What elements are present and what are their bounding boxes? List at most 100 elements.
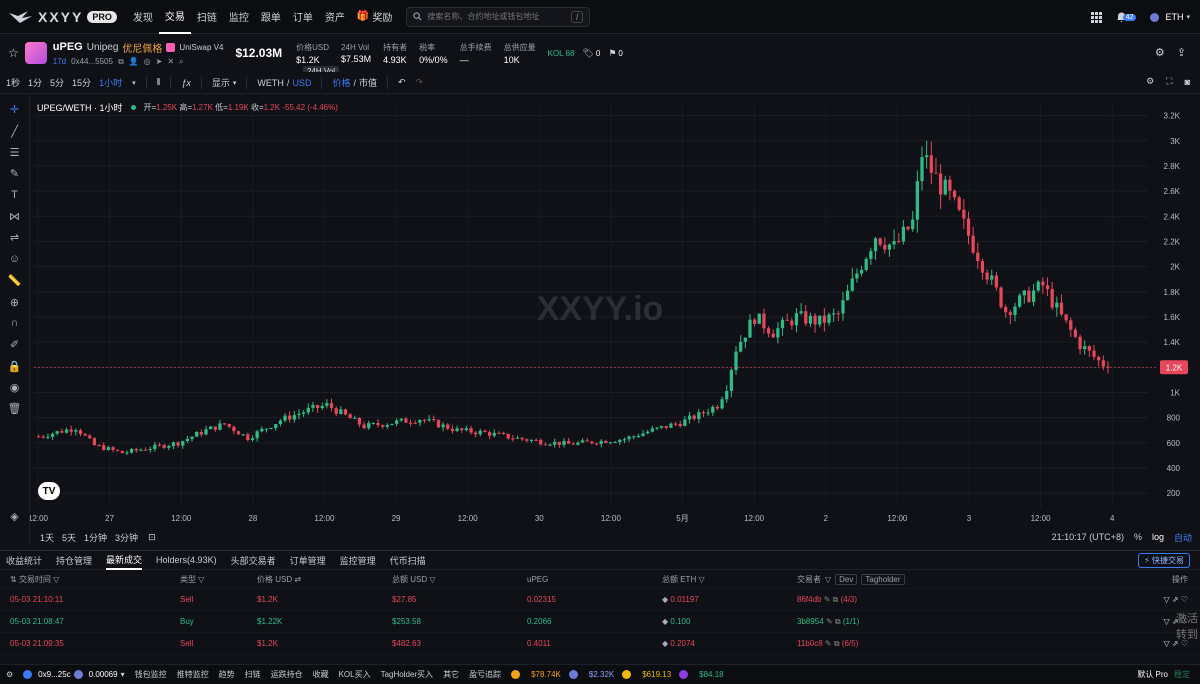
magnet-icon[interactable]: ∩: [10, 317, 19, 330]
search-small-icon[interactable]: ⌕: [179, 56, 184, 66]
calendar-icon[interactable]: ⊡: [148, 531, 156, 542]
kol-badge[interactable]: KOL 68: [547, 48, 575, 58]
brand-logo[interactable]: XXYY PRO: [8, 9, 117, 25]
chevron-down-icon[interactable]: ▾: [132, 79, 136, 87]
panel-tab[interactable]: 头部交易者: [230, 555, 276, 566]
range-option[interactable]: 1分钟: [84, 532, 108, 543]
panel-tab[interactable]: 收益统计: [6, 555, 43, 566]
edit-icon[interactable]: ✎: [823, 594, 831, 604]
indicator-icon[interactable]: ƒx: [181, 77, 191, 88]
wallet-selector[interactable]: 0x9...25c 0.00069 ▾: [23, 670, 125, 679]
measure-lines-icon[interactable]: ⇌: [9, 232, 20, 245]
chart-settings-icon[interactable]: ⚙: [1146, 76, 1155, 86]
filter-icon[interactable]: ▽: [825, 575, 832, 584]
telegram-icon[interactable]: ➤: [155, 57, 163, 66]
ruler-icon[interactable]: 📏: [7, 275, 22, 288]
nav-item[interactable]: 发现: [127, 0, 159, 34]
interval-option[interactable]: 1分: [28, 78, 43, 88]
auto-toggle[interactable]: 自动: [1173, 532, 1192, 543]
range-option[interactable]: 5天: [62, 532, 77, 543]
horizontal-lines-icon[interactable]: ☰: [9, 146, 20, 159]
chain-selector[interactable]: ETH ▾: [1150, 12, 1190, 22]
mode-toggle[interactable]: 价格 / 市值: [332, 76, 377, 89]
interval-option[interactable]: 15分: [72, 78, 92, 88]
nav-item[interactable]: 资产: [319, 0, 351, 34]
table-row[interactable]: 05-03 21:08:47 Buy $1.22K $253.58 0.2066 ◆ 0.…: [0, 611, 1200, 633]
cell-trader[interactable]: 3b8954 ✎ ⧉ (1/1): [797, 617, 1097, 627]
heart-icon[interactable]: ♡: [1180, 639, 1188, 648]
status-item[interactable]: KOL买入: [338, 670, 371, 679]
copy-icon[interactable]: ⧉: [832, 594, 839, 604]
display-menu[interactable]: 显示 ▾: [212, 76, 237, 89]
copy-icon[interactable]: ⧉: [117, 56, 124, 66]
layers-icon[interactable]: ◈: [10, 511, 19, 524]
share-icon[interactable]: ⇪: [1176, 47, 1186, 59]
redo-icon[interactable]: ↷: [415, 77, 424, 87]
copy-icon[interactable]: ⧉: [834, 616, 841, 626]
cell-trader[interactable]: 86f4db ✎ ⧉ (4/3): [797, 595, 1097, 605]
notification-button[interactable]: 42: [1116, 11, 1137, 23]
nav-item[interactable]: 交易: [158, 0, 191, 34]
trendline-icon[interactable]: ╱: [11, 125, 18, 138]
heart-icon[interactable]: ♡: [1180, 617, 1188, 626]
fullscreen-icon[interactable]: ⛶: [1166, 76, 1173, 86]
status-item[interactable]: 趋势: [218, 670, 235, 679]
settings-gear-icon[interactable]: ⚙: [1154, 47, 1165, 59]
table-row[interactable]: 05-03 21:10:11 Sell $1.2K $27.85 0.02315 ◆ 0.…: [0, 589, 1200, 611]
heart-icon[interactable]: ♡: [1180, 595, 1188, 604]
nav-item[interactable]: 跟单: [255, 0, 287, 34]
external-link-icon[interactable]: ⇗: [1171, 639, 1179, 648]
trader-address[interactable]: 3b8954: [797, 616, 824, 626]
tradingview-logo-icon[interactable]: TV: [38, 482, 60, 500]
globe-icon[interactable]: ◎: [143, 57, 151, 66]
external-link-icon[interactable]: ⇗: [1171, 595, 1179, 604]
dev-filter[interactable]: Dev: [835, 574, 858, 585]
header-total-usd[interactable]: 总额 USD ▽: [392, 575, 436, 584]
tag-icon[interactable]: 🏷: [582, 47, 594, 58]
edit-icon[interactable]: ✎: [825, 616, 833, 626]
user-icon[interactable]: 👤: [128, 57, 139, 66]
lock-icon[interactable]: 🔒: [7, 360, 22, 373]
mode-label[interactable]: 默认 Pro: [1137, 670, 1168, 679]
status-item[interactable]: 运跌持仓: [270, 670, 303, 679]
crosshair-icon[interactable]: ✛: [9, 104, 20, 117]
trader-address[interactable]: 11b0c8: [797, 638, 823, 648]
interval-option[interactable]: 1秒: [6, 78, 21, 88]
header-price[interactable]: 价格 USD ⇄: [257, 575, 302, 584]
zoom-in-icon[interactable]: ⊕: [9, 296, 20, 309]
header-total-eth[interactable]: 总额 ETH ▽: [662, 575, 705, 584]
panel-tab[interactable]: Holders(4.93K): [156, 555, 217, 565]
price-chart[interactable]: 200 400 600 800 1K 1.2K 1.4K 1.6K 1.8K 2K 2.2K 2.4K…: [28, 95, 1200, 525]
candle-type-icon[interactable]: ⫴: [156, 77, 161, 87]
eye-icon[interactable]: ◉: [9, 382, 20, 395]
brush-icon[interactable]: ✎: [9, 168, 20, 181]
status-item[interactable]: 其它: [443, 670, 460, 679]
token-address[interactable]: 0x44...5505: [71, 57, 113, 66]
emoji-icon[interactable]: ☺: [8, 253, 21, 266]
pencil-lock-icon[interactable]: ✐: [9, 339, 20, 352]
table-row[interactable]: 05-03 21:09:35 Sell $1.2K $482.63 0.4011 ◆ 0.…: [0, 633, 1200, 655]
apps-grid-icon[interactable]: [1090, 11, 1102, 23]
search-input[interactable]: [427, 12, 566, 21]
trader-address[interactable]: 86f4db: [797, 594, 822, 604]
status-item[interactable]: 收藏: [312, 670, 329, 679]
status-item[interactable]: TagHolder买入: [380, 670, 434, 679]
range-option[interactable]: 1天: [40, 532, 55, 543]
flag-icon[interactable]: ⚑: [608, 47, 617, 58]
status-item[interactable]: 扫链: [244, 670, 261, 679]
panel-tab[interactable]: 持仓管理: [56, 555, 93, 566]
tagholder-filter[interactable]: Tagholder: [861, 574, 905, 585]
panel-tab[interactable]: 订单管理: [289, 555, 326, 566]
nav-item[interactable]: 扫链: [191, 0, 223, 34]
edit-icon[interactable]: ✎: [824, 638, 832, 648]
nav-item[interactable]: 监控: [223, 0, 255, 34]
log-toggle[interactable]: log: [1151, 532, 1164, 542]
nav-item[interactable]: 🎁 奖励: [351, 0, 398, 34]
pnl-tracker[interactable]: 盈亏追踪: [469, 670, 502, 679]
mode-price[interactable]: 价格: [332, 78, 351, 88]
interval-option[interactable]: 5分: [50, 78, 65, 88]
pair-quote[interactable]: USD: [292, 77, 312, 88]
nav-item[interactable]: 订单: [287, 0, 319, 34]
interval-option[interactable]: 1小时: [99, 78, 123, 88]
text-icon[interactable]: T: [11, 189, 18, 202]
